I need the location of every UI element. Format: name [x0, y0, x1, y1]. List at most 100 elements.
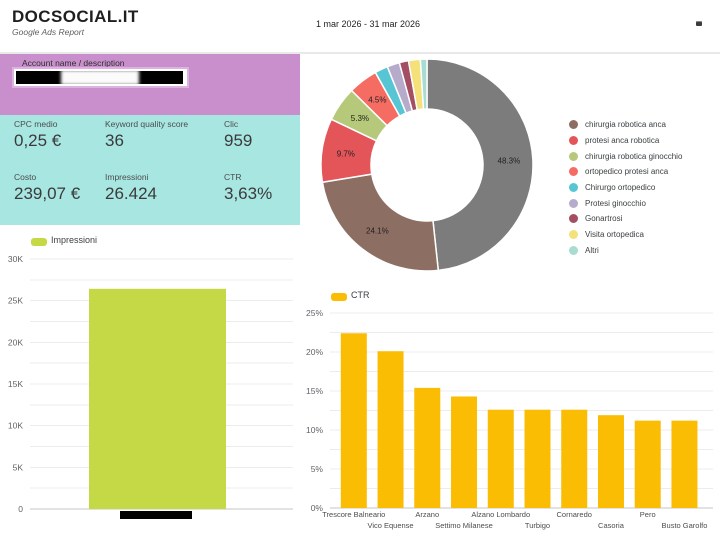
kpi-value: 0,25 € — [14, 131, 62, 150]
bar-Casoria[interactable] — [597, 415, 624, 508]
legend-dot-icon — [569, 198, 578, 208]
page-title: DOCSOCIAL.IT — [12, 7, 139, 26]
bar-impressions-bar[interactable] — [89, 288, 226, 509]
legend-item-label: Protesi ginocchio — [585, 198, 646, 208]
kpi-label: Keyword quality score — [105, 119, 189, 129]
y-tick-label: 25% — [306, 308, 323, 318]
y-tick-label: 10% — [306, 425, 323, 435]
legend-item-label: chirurgia robotica anca — [585, 120, 666, 130]
kpi-value: 36 — [105, 131, 124, 150]
tiny-widget-icon[interactable] — [696, 21, 702, 26]
legend-dot-icon — [569, 245, 578, 255]
legend-dot-icon — [569, 214, 578, 224]
x-axis-label: Busto Garolfo — [662, 521, 708, 530]
x-axis-label: Vico Equense — [367, 521, 413, 530]
kpi-value: 239,07 € — [14, 184, 81, 203]
y-tick-label: 5% — [311, 464, 324, 474]
legend-item: chirurgia robotica anca — [569, 117, 682, 133]
account-name-field[interactable] — [12, 67, 189, 88]
legend-dot-icon — [569, 136, 578, 146]
kpi-costo: Costo 239,07 € — [14, 172, 80, 204]
slice-percent-label: 9.7% — [337, 149, 355, 158]
header-divider — [0, 52, 720, 54]
bar-Pero[interactable] — [634, 420, 661, 508]
impressioni-legend-swatch — [31, 238, 47, 246]
legend-dot-icon — [569, 230, 578, 240]
bar-Vico Equense[interactable] — [377, 351, 404, 508]
donut-legend: chirurgia robotica anca protesi anca robo… — [569, 117, 682, 258]
kpi-label: Clic — [224, 119, 239, 129]
kpi-label: CTR — [224, 172, 242, 182]
kpi-clic: Clic 959 — [224, 119, 252, 151]
legend-item: chirurgia robotica ginocchio — [569, 148, 682, 164]
x-axis-label: Settimo Milanese — [435, 521, 493, 530]
date-range: 1 mar 2026 - 31 mar 2026 — [316, 19, 421, 29]
legend-dot-icon — [569, 183, 578, 193]
y-tick-label: 20% — [306, 347, 323, 357]
legend-dot-icon — [569, 120, 578, 130]
kpi-value: 959 — [224, 131, 253, 150]
legend-item: protesi anca robotica — [569, 133, 682, 149]
ctr-legend-label: CTR — [351, 290, 370, 300]
y-tick-label: 30K — [8, 254, 23, 264]
y-tick-label: 15K — [8, 379, 23, 389]
blurred-text-patch — [61, 71, 139, 84]
bar-Cornaredo[interactable] — [561, 409, 588, 508]
bar-Turbigo[interactable] — [524, 409, 551, 508]
ctr-bar-chart: 25% 20% 15% 10% 5% 0%Trescore Balneario Vico E… — [306, 308, 713, 530]
x-axis-label-redaction-bar — [120, 511, 192, 519]
legend-dot-icon — [569, 167, 578, 177]
redaction-bar — [16, 71, 183, 84]
y-tick-label: 5K — [13, 462, 24, 472]
impressioni-legend-label: Impressioni — [51, 235, 98, 245]
legend-item: Altri — [569, 243, 682, 259]
y-tick-label: 25K — [8, 296, 23, 306]
legend-item: Protesi ginocchio — [569, 195, 682, 211]
x-axis-label: Pero — [640, 510, 656, 519]
legend-item-label: Visita ortopedica — [585, 230, 644, 240]
bar-Arzano[interactable] — [414, 387, 441, 508]
legend-item: Gonartrosi — [569, 211, 682, 227]
x-axis-label: Casoria — [598, 521, 625, 530]
donut-slice-chirurgia robotica anca[interactable] — [321, 173, 440, 272]
legend-dot-icon — [569, 151, 578, 161]
y-tick-label: 0 — [18, 504, 23, 514]
bar-Settimo Milanese[interactable] — [451, 396, 478, 508]
slice-percent-label: 5.3% — [351, 114, 369, 123]
kpi-value: 3,63% — [224, 184, 273, 203]
kpi-cpc-medio: CPC medio 0,25 € — [14, 119, 61, 151]
y-tick-label: 10K — [8, 421, 23, 431]
donut-slice-unlabeled[interactable] — [426, 58, 534, 272]
bar-Busto Garolfo[interactable] — [671, 420, 698, 508]
legend-item: Chirurgo ortopedico — [569, 180, 682, 196]
kpi-impressioni: Impressioni 26.424 — [105, 172, 157, 204]
kpi-value: 26.424 — [105, 184, 157, 203]
metrics-card: CPC medio 0,25 € Keyword quality score 3… — [0, 115, 300, 225]
legend-item-label: ortopedico protesi anca — [585, 167, 669, 177]
slice-percent-label: 4.5% — [368, 96, 386, 105]
ctr-legend-swatch — [331, 293, 347, 301]
account-card: Account name / description — [0, 54, 300, 115]
slice-percent-label: 48.3% — [498, 157, 521, 166]
kpi-label: Impressioni — [105, 172, 149, 182]
legend-item-label: chirurgia robotica ginocchio — [585, 151, 683, 161]
y-tick-label: 15% — [306, 386, 323, 396]
kpi-label: Costo — [14, 172, 37, 182]
y-tick-label: 0% — [311, 503, 324, 513]
keywords-donut-chart: 48.3% 24.1% 9.7% 5.3% 4.5% — [320, 58, 534, 272]
legend-item-label: protesi anca robotica — [585, 136, 660, 146]
bar-Trescore Balneario[interactable] — [340, 333, 367, 508]
x-axis-label: Alzano Lombardo — [471, 510, 530, 519]
legend-item-label: Gonartrosi — [585, 214, 623, 224]
kpi-label: CPC medio — [14, 119, 58, 129]
y-tick-label: 20K — [8, 337, 23, 347]
slice-percent-label: 24.1% — [366, 226, 389, 235]
legend-item-label: Altri — [585, 245, 599, 255]
bar-Alzano Lombardo[interactable] — [487, 409, 514, 508]
donut-slice-Altri[interactable] — [419, 58, 428, 110]
account-label: Account name / description — [22, 58, 125, 68]
x-axis-label: Turbigo — [525, 521, 550, 530]
x-axis-label: Cornaredo — [557, 510, 592, 519]
page-subtitle: Google Ads Report — [12, 27, 84, 37]
